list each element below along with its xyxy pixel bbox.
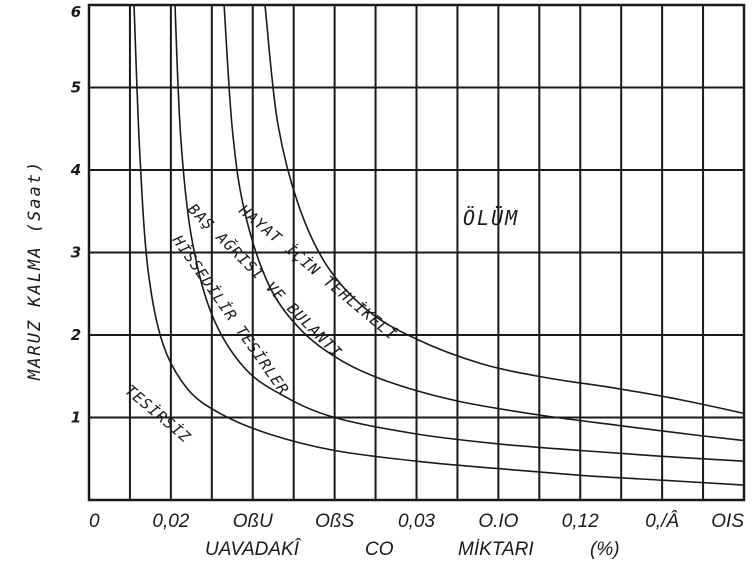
x-tick-label: 0,03 [398,511,435,532]
curves [133,4,745,486]
x-axis-label: UAVADAKÎ CO MİKTARI (%) [205,538,620,560]
y-tick-label: 4 [70,161,81,179]
x-axis-label-part: (%) [590,539,620,560]
series-line [223,4,745,442]
y-tick-label: 1 [71,409,81,427]
y-tick-label: 6 [71,3,81,21]
series-line [264,4,745,415]
x-tick-label: 0,12 [562,511,599,532]
x-tick-label: O.IO [478,511,518,532]
plot-frame [87,3,746,502]
series-line [133,4,745,486]
y-axis-label: MARUZ KALMA (Saat) [25,160,45,381]
region-label-tesirsiz: TESİRSİZ [121,381,195,447]
x-tick-labels: 0 0,02 OßU OßS 0,03 O.IO 0,12 0,/Â OIS [89,510,744,532]
x-axis-label-part: MİKTARI [458,539,534,560]
x-tick-label: 0 [89,511,100,532]
y-tick-label: 5 [71,79,81,97]
x-tick-label: 0,/Â [645,510,679,532]
x-axis-label-part: UAVADAKÎ [205,538,302,560]
x-axis-label-part: CO [365,539,394,560]
x-tick-label: 0,02 [152,511,189,532]
x-tick-label: OßU [233,511,273,532]
y-tick-labels: 1 2 3 4 5 6 [70,3,81,427]
y-tick-label: 2 [71,326,81,344]
x-tick-label: OIS [711,511,744,532]
x-tick-label: OßS [315,511,354,532]
y-tick-label: 3 [71,244,81,262]
series-line [174,4,745,462]
region-label-olum: ÖLÜM [463,206,519,230]
